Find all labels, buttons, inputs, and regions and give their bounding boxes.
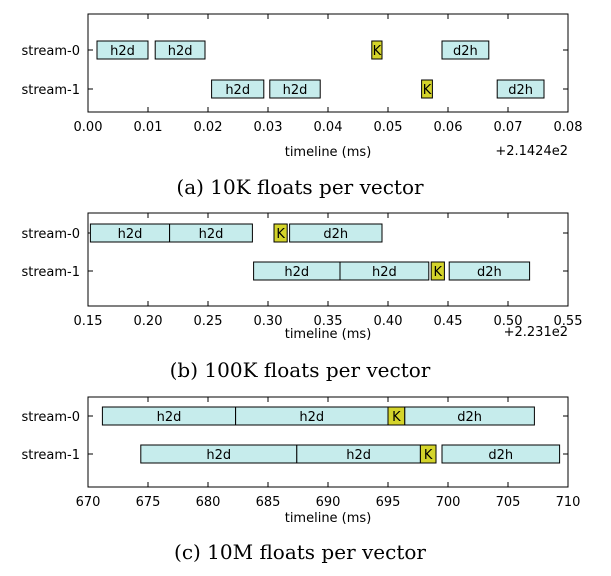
x-axis-label: timeline (ms) [285, 145, 372, 160]
task-label-k: K [434, 265, 443, 280]
task-bar-d2h [441, 40, 490, 60]
x-tick-label: 0.04 [314, 120, 343, 135]
stream-label-stream-1: stream-1 [21, 83, 80, 98]
task-bar-h2d [96, 40, 149, 60]
x-tick-label: 0.15 [74, 314, 103, 329]
task-label-d2h: d2h [323, 227, 348, 242]
task-label-h2d: h2d [168, 44, 193, 59]
task-label-d2h: d2h [488, 448, 513, 463]
task-label-k: K [392, 410, 401, 425]
task-label-k: K [276, 227, 285, 242]
x-tick-label: 0.25 [194, 314, 223, 329]
task-label-h2d: h2d [283, 83, 308, 98]
task-bar-d2h [441, 444, 561, 464]
task-bar-k [371, 40, 383, 60]
task-label-h2d: h2d [206, 448, 231, 463]
task-label-h2d: h2d [372, 265, 397, 280]
task-label-d2h: d2h [477, 265, 502, 280]
task-bar-d2h [496, 79, 545, 99]
x-tick-label: 0.50 [494, 314, 523, 329]
plot-frame-0 [87, 13, 569, 113]
x-tick-label: 700 [436, 495, 461, 510]
x-tick-label: 0.02 [194, 120, 223, 135]
x-tick-label: 0.30 [254, 314, 283, 329]
x-tick-label: 0.00 [74, 120, 103, 135]
subfigure-caption: (c) 10M floats per vector [174, 540, 426, 564]
x-tick-label: 710 [556, 495, 581, 510]
task-bar-d2h [289, 223, 383, 243]
x-tick-label: 0.20 [134, 314, 163, 329]
x-tick-label: 0.06 [434, 120, 463, 135]
task-label-h2d: h2d [346, 448, 371, 463]
x-axis-label: timeline (ms) [285, 511, 372, 526]
axis-offset-label: +2.231e2 [504, 325, 568, 340]
task-bar-d2h [404, 406, 535, 426]
task-label-h2d: h2d [157, 410, 182, 425]
x-tick-label: 0.40 [374, 314, 403, 329]
stream-label-stream-0: stream-0 [21, 410, 80, 425]
task-label-d2h: d2h [453, 44, 478, 59]
task-bar-h2d [154, 40, 206, 60]
subfigure-caption: (b) 100K floats per vector [170, 358, 431, 382]
task-label-k: K [373, 44, 382, 59]
task-bar-d2h [448, 261, 531, 281]
task-label-d2h: d2h [457, 410, 482, 425]
x-tick-label: 0.01 [134, 120, 163, 135]
axis-offset-label: +2.1424e2 [495, 144, 568, 159]
x-tick-label: 705 [496, 495, 521, 510]
stream-label-stream-0: stream-0 [21, 44, 80, 59]
task-bar-h2d [211, 79, 265, 99]
task-bar-k [430, 261, 445, 281]
x-tick-label: 0.45 [434, 314, 463, 329]
x-tick-label: 695 [376, 495, 401, 510]
x-tick-label: 0.05 [374, 120, 403, 135]
task-bar-h2d [339, 261, 430, 281]
task-label-h2d: h2d [225, 83, 250, 98]
task-label-h2d: h2d [299, 410, 324, 425]
subfigure-caption: (a) 10K floats per vector [176, 175, 424, 199]
task-bar-k [273, 223, 288, 243]
x-axis-label: timeline (ms) [285, 327, 372, 342]
x-tick-label: 0.08 [554, 120, 583, 135]
task-label-h2d: h2d [199, 227, 224, 242]
stream-label-stream-1: stream-1 [21, 265, 80, 280]
x-tick-label: 0.55 [554, 314, 583, 329]
task-bar-h2d [169, 223, 253, 243]
task-label-k: K [424, 448, 433, 463]
x-tick-label: 675 [136, 495, 161, 510]
task-label-k: K [423, 83, 432, 98]
x-tick-label: 0.03 [254, 120, 283, 135]
task-label-h2d: h2d [110, 44, 135, 59]
x-tick-label: 0.07 [494, 120, 523, 135]
x-tick-label: 680 [196, 495, 221, 510]
stream-label-stream-1: stream-1 [21, 448, 80, 463]
task-label-h2d: h2d [118, 227, 143, 242]
x-tick-label: 0.35 [314, 314, 343, 329]
task-bar-k [419, 444, 437, 464]
task-bar-h2d [269, 79, 321, 99]
stream-label-stream-0: stream-0 [21, 227, 80, 242]
x-tick-label: 690 [316, 495, 341, 510]
x-tick-label: 685 [256, 495, 281, 510]
task-label-d2h: d2h [508, 83, 533, 98]
task-bar-k [421, 79, 433, 99]
task-label-h2d: h2d [284, 265, 309, 280]
x-tick-label: 670 [76, 495, 101, 510]
